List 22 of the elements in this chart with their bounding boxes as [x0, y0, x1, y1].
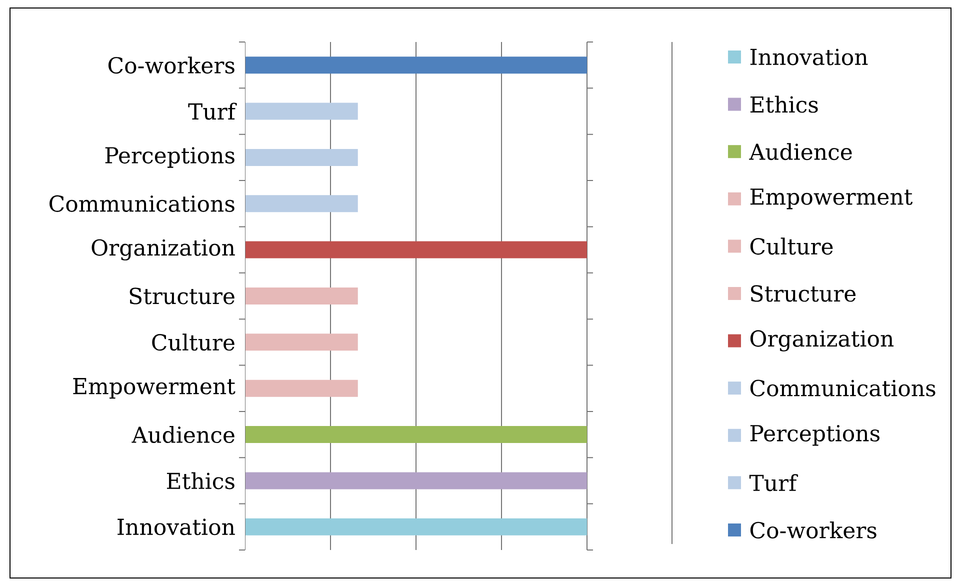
y-tick-label: Innovation: [118, 518, 235, 536]
legend-label: Empowerment: [750, 188, 913, 210]
y-tick-label: Structure: [130, 288, 234, 304]
legend-label: Ethics: [750, 96, 818, 113]
legend-label: Turf: [749, 474, 798, 492]
y-tick-label: Culture: [152, 334, 234, 351]
legend-label: Culture: [750, 238, 833, 255]
legend-label: Co-workers: [750, 521, 876, 538]
y-tick-label: Perceptions: [105, 147, 234, 168]
legend-label: Organization: [750, 330, 894, 352]
legend-label: Communications: [750, 380, 936, 396]
y-tick-label: Organization: [92, 239, 235, 260]
y-tick-label: Ethics: [166, 472, 234, 490]
y-tick-label: Turf: [188, 102, 237, 120]
y-tick-label: Audience: [132, 426, 234, 444]
legend-label: Innovation: [750, 48, 868, 66]
y-tick-label: Communications: [50, 195, 234, 212]
y-tick-label: Empowerment: [73, 378, 236, 399]
y-tick-label: Co-workers: [108, 56, 234, 74]
legend-label: Audience: [749, 143, 852, 160]
legend-label: Structure: [751, 285, 856, 302]
legend-label: Perceptions: [750, 425, 880, 446]
